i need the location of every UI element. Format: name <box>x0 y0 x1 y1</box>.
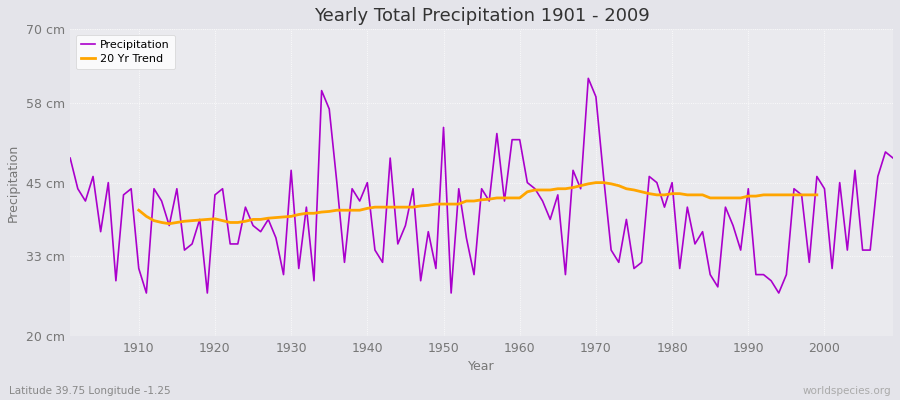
Y-axis label: Precipitation: Precipitation <box>7 144 20 222</box>
20 Yr Trend <box>812 192 823 197</box>
20 Yr Trend <box>621 186 632 191</box>
Precipitation <box>583 76 594 81</box>
20 Yr Trend <box>796 192 807 197</box>
20 Yr Trend <box>713 196 724 200</box>
20 Yr Trend <box>728 196 739 200</box>
20 Yr Trend <box>164 221 175 226</box>
20 Yr Trend <box>133 208 144 213</box>
Line: 20 Yr Trend: 20 Yr Trend <box>139 183 817 224</box>
Text: worldspecies.org: worldspecies.org <box>803 386 891 396</box>
20 Yr Trend <box>232 220 243 225</box>
Precipitation <box>301 205 311 210</box>
Title: Yearly Total Precipitation 1901 - 2009: Yearly Total Precipitation 1901 - 2009 <box>314 7 650 25</box>
Legend: Precipitation, 20 Yr Trend: Precipitation, 20 Yr Trend <box>76 35 176 70</box>
Line: Precipitation: Precipitation <box>70 78 893 293</box>
Precipitation <box>126 186 137 191</box>
Text: Latitude 39.75 Longitude -1.25: Latitude 39.75 Longitude -1.25 <box>9 386 171 396</box>
X-axis label: Year: Year <box>468 360 495 373</box>
Precipitation <box>887 156 898 160</box>
20 Yr Trend <box>346 208 357 213</box>
Precipitation <box>522 180 533 185</box>
Precipitation <box>621 217 632 222</box>
Precipitation <box>141 291 152 296</box>
Precipitation <box>514 137 525 142</box>
20 Yr Trend <box>590 180 601 185</box>
Precipitation <box>65 156 76 160</box>
Precipitation <box>346 186 357 191</box>
